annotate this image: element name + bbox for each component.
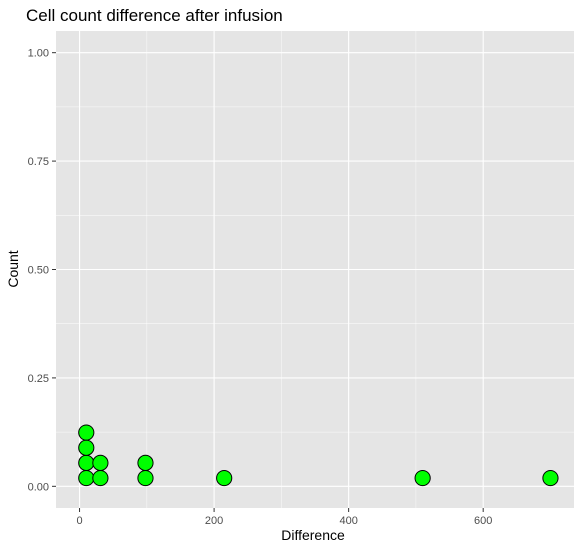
x-tick-label: 200 bbox=[205, 515, 223, 527]
data-point bbox=[78, 439, 95, 456]
data-point bbox=[137, 469, 154, 487]
y-axis: 0.00 0.25 0.50 0.75 1.00 bbox=[28, 48, 56, 493]
y-tick-label: 0.50 bbox=[28, 265, 49, 277]
grid-lines bbox=[56, 31, 574, 508]
y-tick-label: 1.00 bbox=[28, 48, 49, 60]
data-point bbox=[414, 469, 431, 487]
x-axis: 0 200 400 600 bbox=[76, 508, 492, 527]
y-tick-label: 0.00 bbox=[28, 481, 49, 493]
data-point bbox=[137, 454, 154, 472]
x-tick-label: 0 bbox=[76, 515, 82, 527]
data-point bbox=[78, 454, 95, 472]
x-axis-title: Difference bbox=[281, 527, 345, 543]
x-tick-label: 400 bbox=[339, 515, 357, 527]
data-point bbox=[542, 469, 559, 487]
data-points bbox=[78, 424, 559, 487]
data-point bbox=[78, 424, 95, 441]
chart-title: Cell count difference after infusion bbox=[26, 6, 283, 25]
data-point bbox=[78, 469, 95, 487]
y-tick-label: 0.25 bbox=[28, 373, 49, 385]
data-point bbox=[92, 454, 109, 472]
y-tick-label: 0.75 bbox=[28, 156, 49, 168]
y-axis-title: Count bbox=[5, 250, 21, 287]
data-point bbox=[216, 469, 233, 487]
x-tick-label: 600 bbox=[474, 515, 492, 527]
data-point bbox=[92, 469, 109, 487]
